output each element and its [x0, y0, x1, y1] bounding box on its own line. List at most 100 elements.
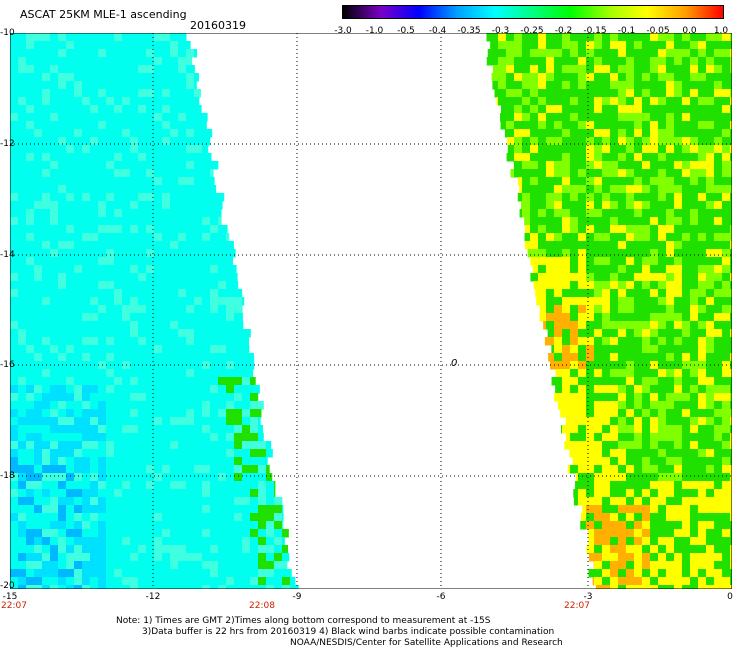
swath-cell — [578, 441, 587, 450]
swath-cell — [98, 73, 107, 82]
swath-cell — [554, 337, 563, 346]
swath-cell — [42, 553, 51, 562]
swath-cell — [682, 561, 691, 570]
swath-cell — [538, 185, 547, 194]
swath-cell — [666, 177, 675, 186]
swath-cell — [122, 33, 131, 42]
swath-cell — [66, 105, 75, 114]
swath-cell — [730, 41, 732, 50]
swath-cell — [146, 321, 155, 330]
swath-cell — [138, 577, 147, 586]
swath-cell — [226, 545, 235, 554]
swath-cell — [106, 521, 115, 530]
swath-cell — [594, 73, 603, 82]
swath-cell — [642, 329, 651, 338]
swath-cell — [690, 489, 699, 498]
swath-cell — [610, 489, 619, 498]
swath-cell — [586, 305, 595, 314]
swath-cell — [266, 529, 275, 538]
swath-cell — [562, 329, 571, 338]
swath-cell — [586, 249, 595, 258]
swath-cell — [650, 257, 659, 266]
swath-cell — [586, 177, 595, 186]
swath-cell — [698, 129, 707, 138]
swath-cell — [538, 201, 547, 210]
swath-cell — [178, 41, 187, 50]
swath-cell — [162, 313, 171, 322]
swath-cell — [58, 297, 67, 306]
swath-cell — [650, 537, 659, 546]
swath-cell — [10, 289, 19, 298]
swath-cell — [66, 121, 75, 130]
swath-cell — [650, 305, 659, 314]
swath-cell — [50, 209, 59, 218]
swath-cell — [122, 201, 131, 210]
swath-cell — [666, 137, 675, 146]
swath-cell — [82, 321, 91, 330]
swath-cell — [90, 401, 99, 410]
swath-cell — [186, 473, 195, 482]
swath-cell — [138, 241, 147, 250]
swath-cell — [234, 521, 243, 530]
swath-cell — [530, 193, 539, 202]
swath-cell — [90, 417, 99, 426]
swath-cell — [546, 273, 555, 282]
swath-cell — [234, 441, 243, 450]
swath-cell — [130, 465, 139, 474]
swath-cell — [50, 329, 59, 338]
swath-cell — [98, 281, 107, 290]
swath-cell — [202, 465, 211, 474]
swath-cell — [698, 337, 707, 346]
swath-cell — [178, 281, 187, 290]
swath-cell — [146, 169, 155, 178]
swath-cell — [66, 569, 75, 578]
swath-cell — [114, 193, 123, 202]
swath-cell — [594, 137, 603, 146]
swath-cell — [570, 89, 579, 98]
swath-cell — [58, 241, 67, 250]
swath-cell — [722, 393, 731, 402]
swath-cell — [730, 353, 732, 362]
swath-cell — [666, 489, 675, 498]
swath-cell — [618, 449, 627, 458]
swath-cell — [74, 465, 83, 474]
swath-cell — [714, 393, 723, 402]
swath-cell — [546, 49, 555, 58]
swath-cell — [90, 473, 99, 482]
swath-cell — [34, 481, 43, 490]
swath-cell — [666, 161, 675, 170]
swath-cell — [82, 329, 91, 338]
swath-cell — [578, 481, 587, 490]
swath-cell — [666, 433, 675, 442]
swath-cell — [562, 113, 571, 122]
swath-cell — [10, 57, 19, 66]
swath-cell — [586, 465, 595, 474]
swath-cell — [602, 481, 611, 490]
swath-cell — [186, 225, 195, 234]
swath-cell — [98, 321, 107, 330]
swath-cell — [218, 417, 227, 426]
swath-cell — [242, 433, 251, 442]
swath-cell — [666, 345, 675, 354]
swath-cell — [666, 545, 675, 554]
swath-cell — [178, 385, 187, 394]
swath-cell — [674, 417, 683, 426]
swath-cell — [138, 249, 147, 258]
swath-cell — [602, 89, 611, 98]
swath-cell — [722, 481, 731, 490]
swath-cell — [250, 361, 255, 370]
swath-cell — [594, 529, 603, 538]
swath-cell — [186, 497, 195, 506]
swath-cell — [722, 265, 731, 274]
swath-cell — [18, 489, 27, 498]
swath-cell — [730, 65, 732, 74]
swath-cell — [138, 561, 147, 570]
swath-cell — [626, 505, 635, 514]
swath-cell — [602, 545, 611, 554]
swath-cell — [58, 177, 67, 186]
swath-cell — [586, 513, 595, 522]
swath-cell — [178, 289, 187, 298]
swath-cell — [106, 193, 115, 202]
swath-cell — [706, 377, 715, 386]
swath-cell — [722, 97, 731, 106]
